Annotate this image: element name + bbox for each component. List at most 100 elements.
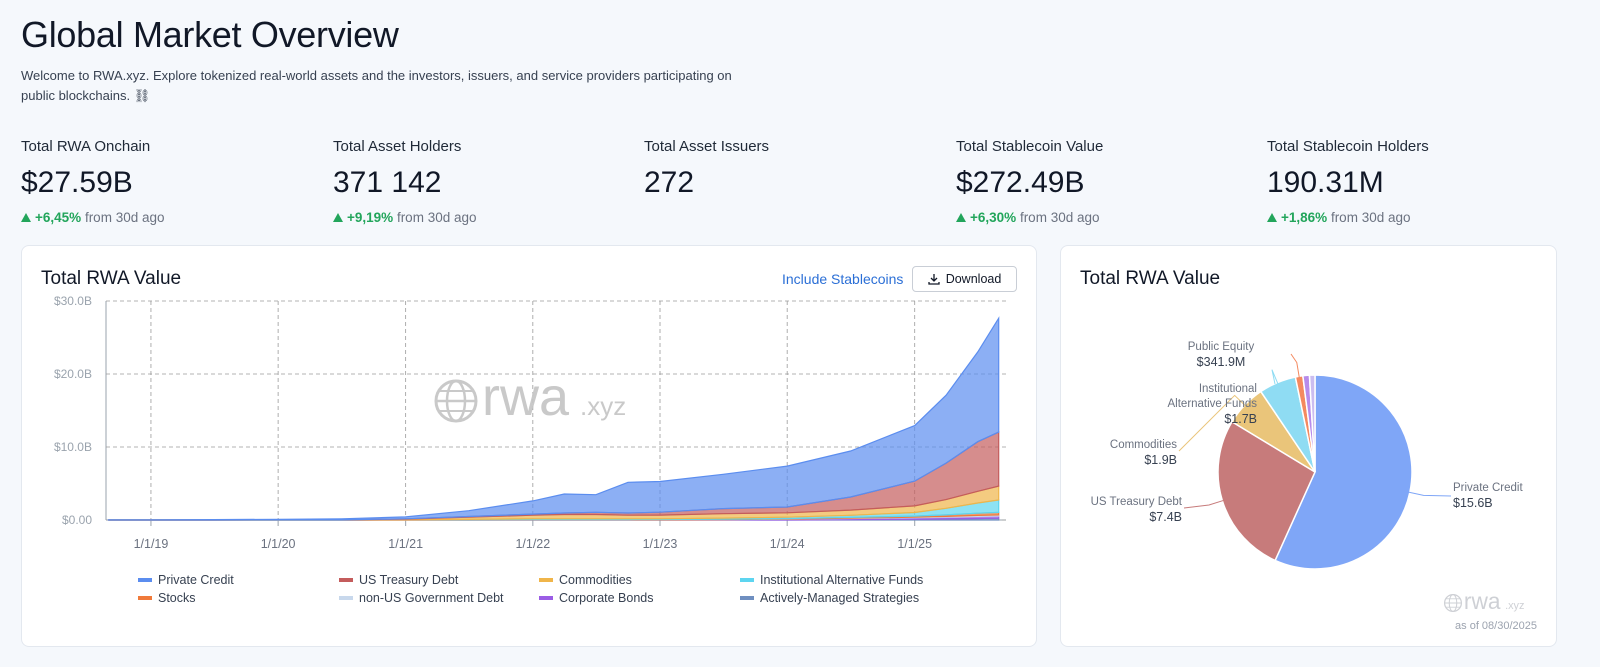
stat-value: $272.49B	[956, 166, 1085, 199]
include-stablecoins-toggle[interactable]: Include Stablecoins	[782, 271, 904, 287]
as-of-date: as of 08/30/2025	[1455, 620, 1537, 632]
legend-label: non-US Government Debt	[359, 591, 504, 605]
up-arrow	[956, 213, 966, 222]
legend-label: Commodities	[559, 573, 632, 587]
stat-change: +9,19% from 30d ago	[333, 210, 633, 225]
stat-card: Total Stablecoin Value $272.49B +6,30% fro…	[956, 138, 1256, 225]
pie-slice	[1308, 374, 1316, 473]
stat-value: $27.59B	[21, 166, 133, 199]
pie-label-category: US Treasury Debt	[1090, 496, 1182, 508]
legend-swatch	[740, 596, 754, 600]
stat-value: 272	[644, 166, 695, 199]
x-tick-label: 1/1/23	[643, 537, 678, 551]
legend-swatch	[138, 596, 152, 600]
chart-title: Total RWA Value	[41, 268, 182, 289]
change-period: from 30d ago	[1019, 210, 1100, 225]
stat-change: +1,86% from 30d ago	[1267, 210, 1567, 225]
legend-label: Institutional Alternative Funds	[760, 573, 923, 587]
stat-change: +6,30% from 30d ago	[956, 210, 1256, 225]
stat-card: Total Asset Issuers 272	[644, 138, 944, 200]
pie-label: Institutional Alternative Funds $1.7B	[1162, 382, 1258, 427]
watermark: rwa .xyz	[1443, 588, 1524, 614]
up-arrow	[333, 213, 343, 222]
leader-line	[1290, 353, 1300, 379]
legend-swatch	[539, 578, 553, 582]
x-tick-label: 1/1/20	[261, 537, 296, 551]
change-period: from 30d ago	[84, 210, 165, 225]
pie-label: Private Credit $15.6B	[1453, 481, 1523, 511]
pie-label-category: Private Credit	[1453, 482, 1523, 494]
pie-label-value: $1.9B	[1144, 453, 1177, 467]
download-icon	[928, 274, 940, 285]
change-percent: +9,19%	[347, 210, 394, 225]
legend-label: Private Credit	[158, 573, 234, 587]
legend-swatch	[138, 578, 152, 582]
watermark: rwa .xyz	[434, 367, 626, 427]
stat-label: Total Stablecoin Value	[956, 138, 1104, 155]
stat-card: Total RWA Onchain $27.59B +6,45% from 30d …	[21, 138, 321, 225]
watermark-suffix: .xyz	[580, 391, 626, 421]
up-arrow	[21, 213, 31, 222]
y-tick-label: $30.0B	[54, 294, 92, 308]
area-chart-card: Total RWA Value Include Stablecoins Down…	[21, 245, 1037, 647]
x-tick-label: 1/1/21	[388, 537, 423, 551]
stat-value: 371 142	[333, 166, 442, 199]
y-tick-label: $10.0B	[54, 440, 92, 454]
change-period: from 30d ago	[1330, 210, 1411, 225]
change-percent: +6,45%	[35, 210, 82, 225]
x-tick-label: 1/1/22	[515, 537, 550, 551]
pie-label-value: $341.9M	[1196, 355, 1246, 369]
watermark-name: rwa	[1464, 588, 1501, 614]
legend-swatch	[339, 596, 353, 600]
change-period: from 30d ago	[396, 210, 477, 225]
leader-line	[1183, 499, 1225, 509]
x-tick-label: 1/1/19	[134, 537, 169, 551]
watermark-suffix: .xyz	[1505, 600, 1524, 612]
stat-label: Total Asset Holders	[333, 138, 462, 155]
pie-chart-card: Total RWA Value rwa .xyz Private Credit $1…	[1060, 245, 1557, 647]
area-chart: $0.00 $10.0B $20.0B $30.0B 1/1/19 1/1/20 1/1/2…	[54, 294, 1006, 605]
legend-swatch	[740, 578, 754, 582]
leader-line	[1407, 491, 1452, 497]
leader-line	[1178, 394, 1247, 452]
legend-swatch	[339, 578, 353, 582]
legend-label: US Treasury Debt	[359, 573, 459, 587]
pie-label-category: Institutional Alternative Funds	[1167, 383, 1258, 410]
pie-label: US Treasury Debt $7.4B	[1091, 495, 1182, 525]
stat-card: Total Stablecoin Holders 190.31M +1,86% fr…	[1267, 138, 1567, 225]
legend-label: Corporate Bonds	[559, 591, 654, 605]
stat-change: +6,45% from 30d ago	[21, 210, 321, 225]
legend-label: Stocks	[158, 591, 196, 605]
download-label: Download	[945, 272, 1002, 286]
chart-title: Total RWA Value	[1080, 268, 1221, 289]
stat-label: Total RWA Onchain	[21, 138, 151, 155]
pie-label-category: Public Equity	[1187, 341, 1255, 353]
x-tick-label: 1/1/24	[770, 537, 805, 551]
stat-label: Total Stablecoin Holders	[1267, 138, 1429, 155]
pie-label: Public Equity $341.9M	[1161, 340, 1281, 370]
watermark-name: rwa	[482, 367, 570, 427]
pie-chart: rwa .xyz	[1178, 353, 1524, 614]
pie-label-value: $1.7B	[1224, 412, 1257, 426]
change-percent: +6,30%	[970, 210, 1017, 225]
stat-value: 190.31M	[1267, 166, 1384, 199]
stat-label: Total Asset Issuers	[644, 138, 770, 155]
page-description: Welcome to RWA.xyz. Explore tokenized re…	[21, 68, 732, 103]
pie-label-value: $15.6B	[1453, 496, 1493, 510]
legend-label: Actively-Managed Strategies	[760, 591, 919, 605]
change-percent: +1,86%	[1281, 210, 1328, 225]
x-tick-label: 1/1/25	[897, 537, 932, 551]
area-series	[107, 316, 1000, 521]
y-tick-label: $20.0B	[54, 367, 92, 381]
stat-card: Total Asset Holders 371 142 +9,19% from 30…	[333, 138, 633, 225]
up-arrow	[1267, 213, 1277, 222]
y-tick-label: $0.00	[62, 513, 92, 527]
pie-label: Commodities $1.9B	[1110, 438, 1177, 468]
leader-line	[1271, 369, 1279, 385]
download-button[interactable]: Download	[912, 266, 1017, 292]
pie-label-value: $7.4B	[1149, 510, 1182, 524]
page-title: Global Market Overview	[21, 14, 399, 55]
legend-swatch	[539, 596, 553, 600]
pie-label-category: Commodities	[1109, 439, 1177, 451]
